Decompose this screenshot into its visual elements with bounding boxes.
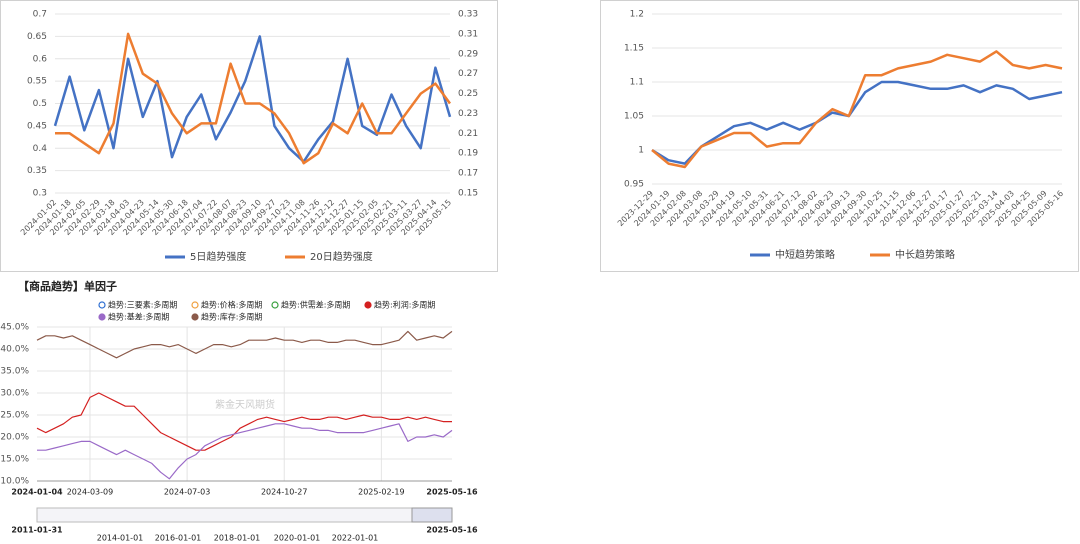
legend-marker[interactable] <box>98 301 106 309</box>
y2-tick-label: 0.29 <box>458 49 478 59</box>
y-tick-label: 0.3 <box>33 189 47 199</box>
y-tick-label: 15.0% <box>0 455 29 465</box>
y-tick-label: 25.0% <box>0 411 29 421</box>
y-tick-label: 0.55 <box>27 77 47 87</box>
y-tick-label: 10.0% <box>0 477 29 487</box>
legend-label: 中短趋势策略 <box>775 248 835 261</box>
y-tick-label: 0.5 <box>33 99 47 109</box>
legend-label: 20日趋势强度 <box>310 250 373 263</box>
legend-marker[interactable] <box>191 313 199 321</box>
x-tick-label: 2025-02-19 <box>358 488 405 497</box>
navigator-label: 2020-01-01 <box>274 534 321 543</box>
navigator-label: 2011-01-31 <box>11 526 63 535</box>
y-tick-label: 1.15 <box>624 44 644 54</box>
y-tick-label: 20.0% <box>0 433 29 443</box>
chart-title: 【商品趋势】单因子 <box>18 279 117 293</box>
y2-tick-label: 0.21 <box>458 129 478 139</box>
navigator <box>36 507 453 523</box>
x-tick-label: 2025-05-16 <box>426 488 478 497</box>
series-line <box>37 423 453 480</box>
x-tick-label: 2024-01-04 <box>11 488 63 497</box>
navigator-label: 2016-01-01 <box>155 534 202 543</box>
legend-marker[interactable] <box>191 301 199 309</box>
y-tick-label: 0.65 <box>27 32 47 42</box>
watermark: 紫金天风期货 <box>215 398 275 411</box>
y-tick-label: 0.95 <box>624 180 644 190</box>
y-tick-label: 0.7 <box>33 10 47 20</box>
y-tick-label: 0.45 <box>27 121 47 131</box>
legend-marker[interactable] <box>364 301 372 309</box>
y-tick-label: 0.35 <box>27 166 47 176</box>
legend-label[interactable]: 趋势:基差:多周期 <box>108 312 169 322</box>
y-tick-label: 35.0% <box>0 367 29 377</box>
y-tick-label: 1.05 <box>624 112 644 122</box>
navigator-label: 2025-05-16 <box>426 526 478 535</box>
x-tick-label: 2024-07-03 <box>164 488 211 497</box>
navigator-window <box>411 507 453 523</box>
series-line <box>651 80 1063 165</box>
legend-label[interactable]: 趋势:三要素:多周期 <box>108 300 177 310</box>
panel-border <box>600 0 1079 272</box>
y2-tick-label: 0.19 <box>458 149 478 159</box>
y-tick-label: 0.4 <box>33 144 48 154</box>
x-tick-label: 2024-03-09 <box>67 488 114 497</box>
navigator-label: 2018-01-01 <box>214 534 261 543</box>
series-line <box>36 392 452 451</box>
y2-tick-label: 0.33 <box>458 10 478 20</box>
y-tick-label: 40.0% <box>0 345 29 355</box>
y2-tick-label: 0.25 <box>458 89 478 99</box>
y2-tick-label: 0.27 <box>458 69 478 79</box>
y-tick-label: 45.0% <box>0 323 29 333</box>
y2-tick-label: 0.31 <box>458 29 478 39</box>
series-line <box>651 50 1063 169</box>
series-line <box>55 32 452 165</box>
legend-label[interactable]: 趋势:利润:多周期 <box>374 300 435 310</box>
legend-marker[interactable] <box>271 301 279 309</box>
y2-tick-label: 0.17 <box>458 169 478 179</box>
series-line <box>36 330 453 359</box>
legend-label[interactable]: 趋势:价格:多周期 <box>201 300 262 310</box>
legend-label[interactable]: 趋势:供需差:多周期 <box>281 300 350 310</box>
y-tick-label: 1.2 <box>630 10 644 20</box>
panel-border <box>0 0 498 272</box>
y2-tick-label: 0.23 <box>458 109 478 119</box>
x-tick-label: 2024-10-27 <box>261 488 308 497</box>
y-tick-label: 30.0% <box>0 389 29 399</box>
legend-label[interactable]: 趋势:库存:多周期 <box>201 312 262 322</box>
navigator-label: 2014-01-01 <box>97 534 144 543</box>
y2-tick-label: 0.15 <box>458 189 478 199</box>
navigator-label: 2022-01-01 <box>332 534 379 543</box>
y-tick-label: 1 <box>638 146 644 156</box>
y-tick-label: 1.1 <box>630 78 644 88</box>
y-tick-label: 0.6 <box>33 54 48 64</box>
series-line <box>53 35 452 163</box>
legend-label: 中长趋势策略 <box>895 248 955 261</box>
legend-marker[interactable] <box>98 313 106 321</box>
legend-label: 5日趋势强度 <box>190 250 246 263</box>
